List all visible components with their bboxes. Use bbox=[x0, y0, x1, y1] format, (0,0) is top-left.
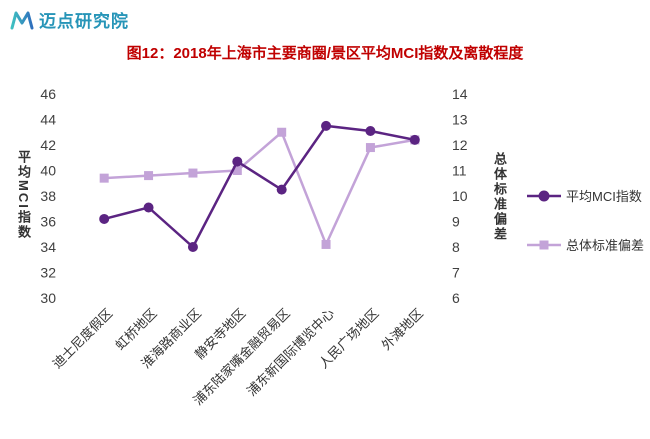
left-axis-tick-label: 42 bbox=[40, 137, 56, 153]
left-axis-tick-label: 44 bbox=[40, 112, 56, 128]
data-point-avg-mci bbox=[99, 213, 110, 224]
left-axis-tick-label: 34 bbox=[40, 239, 56, 255]
legend-label-avg-mci: 平均MCI指数 bbox=[565, 189, 642, 204]
data-point-std-dev bbox=[99, 173, 109, 183]
maidian-m-logo-icon bbox=[10, 11, 34, 29]
data-point-avg-mci bbox=[232, 156, 243, 167]
data-point-avg-mci bbox=[409, 134, 420, 145]
legend-item-std-dev: 总体标准偏差 bbox=[526, 235, 644, 254]
logo-text: 迈点研究院 bbox=[39, 12, 129, 31]
right-axis-tick-label: 11 bbox=[452, 163, 467, 179]
data-point-std-dev bbox=[232, 166, 242, 175]
data-point-avg-mci bbox=[143, 202, 154, 213]
left-axis-tick-label: 38 bbox=[40, 188, 56, 204]
series-line-avg-mci bbox=[103, 124, 416, 250]
data-point-avg-mci bbox=[187, 242, 198, 252]
data-point-std-dev bbox=[277, 127, 287, 137]
left-axis-tick-label: 46 bbox=[40, 86, 56, 102]
legend-marker-square-icon bbox=[526, 240, 561, 249]
right-axis-tick-label: 13 bbox=[452, 112, 468, 128]
right-axis-tick-label: 12 bbox=[452, 137, 468, 153]
legend-label-std-dev: 总体标准偏差 bbox=[565, 238, 644, 253]
data-point-avg-mci bbox=[321, 120, 332, 131]
right-axis-tick-label: 10 bbox=[452, 188, 468, 204]
logo: 迈点研究院 bbox=[10, 7, 129, 32]
legend: 平均MCI指数 总体标准偏差 bbox=[526, 186, 644, 254]
series-line-std-dev bbox=[104, 130, 416, 248]
data-point-std-dev bbox=[188, 168, 198, 178]
right-axis-tick-label: 6 bbox=[452, 290, 460, 306]
right-axis-tick-label: 8 bbox=[452, 239, 460, 255]
right-axis-title: 总体标准偏差 bbox=[492, 152, 507, 242]
right-axis-tick-label: 14 bbox=[452, 86, 468, 102]
data-point-avg-mci bbox=[365, 125, 376, 136]
data-point-avg-mci bbox=[276, 184, 287, 195]
legend-marker-circle-icon bbox=[526, 190, 561, 201]
left-axis-tick-label: 40 bbox=[40, 163, 56, 179]
right-axis-tick-label: 7 bbox=[452, 265, 460, 281]
legend-item-avg-mci: 平均MCI指数 bbox=[526, 186, 644, 205]
data-point-std-dev bbox=[365, 143, 375, 153]
data-point-std-dev bbox=[144, 171, 154, 181]
right-axis-tick-label: 9 bbox=[452, 214, 460, 230]
x-axis-category-label: 迪士尼度假区 bbox=[50, 306, 116, 372]
chart-title: 图12：2018年上海市主要商圈/景区平均MCI指数及离散程度 bbox=[126, 45, 524, 62]
x-axis-category-label: 外滩地区 bbox=[379, 306, 426, 353]
left-axis-title: 平均MCI指数 bbox=[16, 150, 31, 240]
left-axis-tick-label: 32 bbox=[40, 265, 56, 281]
left-axis-tick-label: 30 bbox=[40, 290, 56, 306]
left-axis-tick-label: 36 bbox=[40, 214, 56, 230]
data-point-std-dev bbox=[321, 239, 331, 249]
